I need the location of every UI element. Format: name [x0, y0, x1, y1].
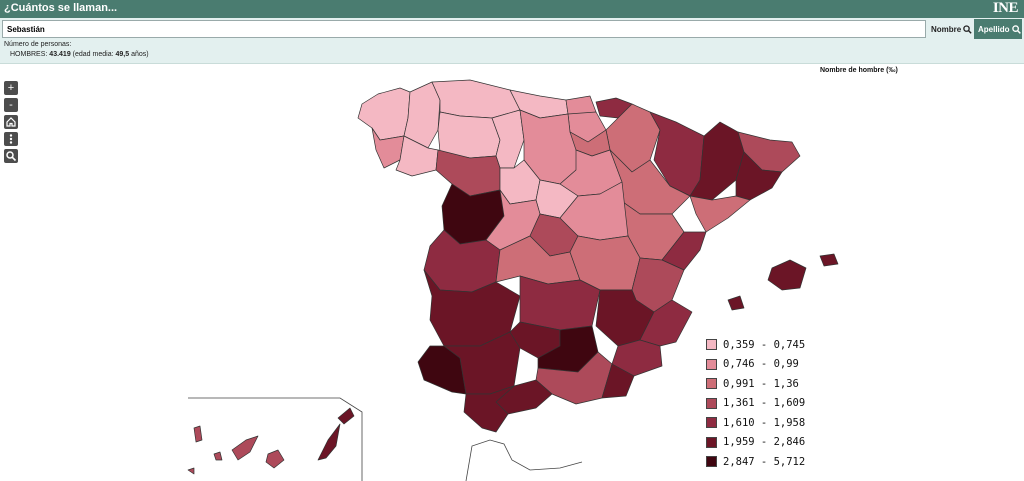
legend-swatch: [706, 417, 717, 429]
legend-label: 1,610 - 1,958: [723, 416, 806, 429]
province-ourense[interactable]: [395, 135, 439, 177]
province-a-coruna[interactable]: [357, 87, 411, 141]
average-age: 49,5: [115, 51, 130, 58]
search-icon: [1011, 24, 1021, 34]
search-icon: [963, 24, 972, 34]
province-almeria[interactable]: [601, 363, 635, 399]
province-tarragona[interactable]: [689, 195, 751, 233]
apellido-label: Apellido: [978, 24, 1010, 34]
province-barcelona[interactable]: [735, 151, 783, 201]
island-el-hierro[interactable]: [187, 467, 195, 475]
nombre-search-button[interactable]: Nombre: [928, 20, 972, 38]
home-button[interactable]: [4, 115, 18, 129]
zoom-search-button[interactable]: [4, 149, 18, 163]
island-gran-canaria[interactable]: [265, 449, 285, 469]
top-bar: ¿Cuántos se llaman... INE: [0, 0, 1024, 18]
island-tenerife[interactable]: [231, 435, 259, 461]
legend-swatch: [706, 378, 717, 390]
province-asturias[interactable]: [431, 79, 521, 119]
apellido-search-button[interactable]: Apellido: [974, 19, 1022, 39]
person-count: 43.419: [49, 51, 71, 58]
sex-label: HOMBRES:: [10, 51, 48, 58]
spain-province-map[interactable]: [0, 64, 1024, 481]
age-prefix: (edad media:: [72, 51, 114, 58]
zoom-in-button[interactable]: +: [4, 81, 18, 95]
legend-item[interactable]: 0,991 - 1,36: [706, 374, 805, 394]
legend-item[interactable]: 1,361 - 1,609: [706, 394, 805, 414]
legend-swatch: [706, 436, 717, 448]
north-africa-coastline: [465, 439, 583, 481]
legend-label: 2,847 - 5,712: [723, 455, 806, 468]
province-cadiz[interactable]: [463, 385, 515, 433]
zoom-out-button[interactable]: -: [4, 98, 18, 112]
ine-logo[interactable]: INE: [992, 0, 1019, 16]
legend-item[interactable]: 1,610 - 1,958: [706, 413, 805, 433]
island-menorca[interactable]: [819, 253, 839, 267]
legend-swatch: [706, 339, 717, 351]
more-icon: [9, 134, 13, 144]
home-icon: [6, 117, 16, 127]
canary-inset-frame: [188, 397, 363, 481]
island-ibiza[interactable]: [727, 295, 745, 311]
legend-swatch: [706, 456, 717, 468]
legend-item[interactable]: 1,959 - 2,846: [706, 433, 805, 453]
island-fuerteventura[interactable]: [317, 423, 341, 461]
name-search-input[interactable]: [2, 20, 926, 38]
island-la-palma[interactable]: [193, 425, 203, 443]
info-stats: HOMBRES: 43.419 (edad media: 49,5 años): [10, 51, 149, 58]
map-title: Nombre de hombre (‰): [820, 67, 898, 74]
more-options-button[interactable]: [4, 132, 18, 146]
age-suffix: años): [131, 51, 149, 58]
info-label: Número de personas:: [4, 41, 72, 48]
province-ciudad-real[interactable]: [519, 275, 601, 331]
map-legend: 0,359 - 0,745 0,746 - 0,99 0,991 - 1,36 1,3…: [706, 335, 805, 472]
island-lanzarote[interactable]: [337, 407, 355, 425]
nombre-label: Nombre: [931, 24, 962, 34]
legend-label: 0,359 - 0,745: [723, 338, 806, 351]
legend-label: 0,991 - 1,36: [723, 377, 799, 390]
legend-label: 0,746 - 0,99: [723, 358, 799, 371]
province-castellon[interactable]: [661, 231, 707, 271]
island-gomera[interactable]: [213, 451, 223, 461]
legend-swatch: [706, 358, 717, 370]
legend-swatch: [706, 397, 717, 409]
legend-label: 1,361 - 1,609: [723, 397, 806, 410]
info-bar: [0, 40, 1024, 64]
island-mallorca[interactable]: [767, 259, 807, 291]
legend-item[interactable]: 2,847 - 5,712: [706, 452, 805, 472]
app-title: ¿Cuántos se llaman...: [4, 2, 118, 14]
legend-item[interactable]: 0,359 - 0,745: [706, 335, 805, 355]
province-leon[interactable]: [437, 111, 501, 159]
legend-item[interactable]: 0,746 - 0,99: [706, 355, 805, 375]
legend-label: 1,959 - 2,846: [723, 436, 806, 449]
search-icon: [6, 151, 17, 162]
